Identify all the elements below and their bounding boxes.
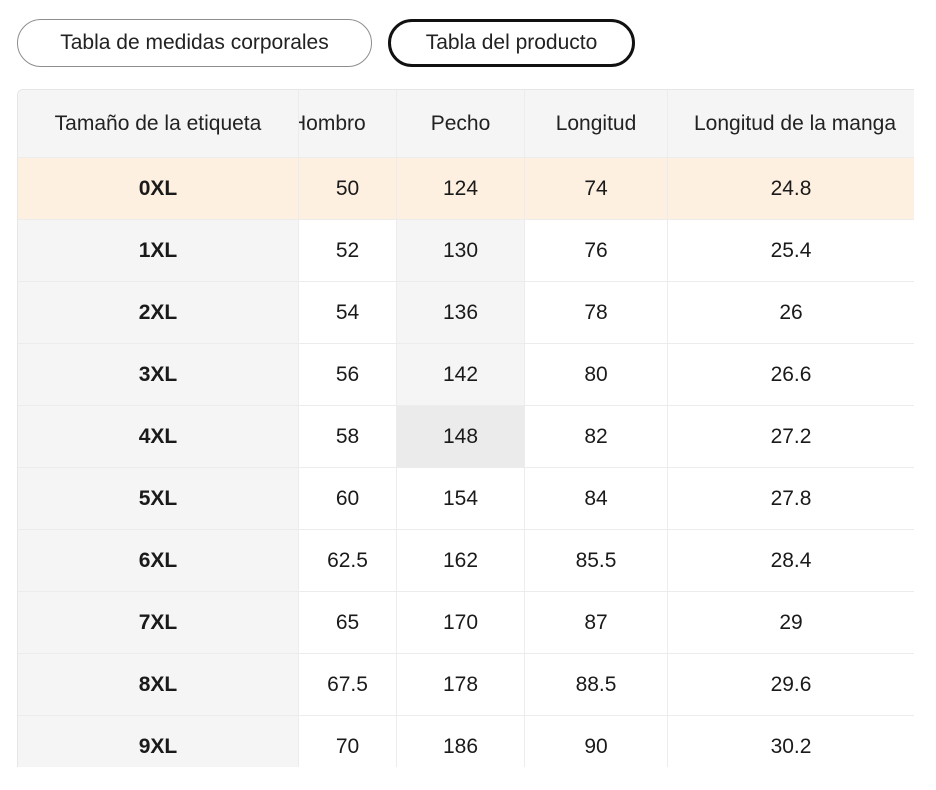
table-row: 0XL 50 124 74 24.8	[18, 158, 914, 220]
shoulder-cell: 58	[299, 406, 397, 467]
header-chest: Pecho	[397, 90, 525, 157]
tab-product-table[interactable]: Tabla del producto	[388, 19, 635, 67]
chest-cell: 148	[397, 406, 525, 467]
size-cell: 6XL	[18, 530, 299, 591]
shoulder-cell: 70	[299, 716, 397, 767]
table-row: 2XL 54 136 78 26	[18, 282, 914, 344]
shoulder-cell: 62.5	[299, 530, 397, 591]
sleeve-length-cell: 25.4	[770, 238, 812, 262]
table-row: 3XL 56 142 80 26.6	[18, 344, 914, 406]
shoulder-cell: 50	[299, 158, 397, 219]
table-row: 4XL 58 148 82 27.2	[18, 406, 914, 468]
sleeve-length-cell: 26.6	[770, 362, 812, 386]
sleeve-length-cell: 27.2	[770, 424, 812, 448]
chest-cell: 130	[397, 220, 525, 281]
chest-cell: 178	[397, 654, 525, 715]
size-cell: 0XL	[18, 158, 299, 219]
size-cell: 9XL	[18, 716, 299, 767]
shoulder-cell: 67.5	[299, 654, 397, 715]
table-header-row: Tamaño de la etiqueta Hombro Pecho Longi…	[18, 90, 914, 158]
chest-cell: 136	[397, 282, 525, 343]
sleeve-length-cell: 28.4	[770, 548, 812, 572]
size-cell: 2XL	[18, 282, 299, 343]
chest-cell: 170	[397, 592, 525, 653]
length-cell: 88.5	[525, 654, 668, 715]
table-row: 7XL 65 170 87 29	[18, 592, 914, 654]
sleeve-length-cell: 29	[779, 610, 803, 634]
chest-cell: 142	[397, 344, 525, 405]
chest-cell: 124	[397, 158, 525, 219]
table-row: 1XL 52 130 76 25.4	[18, 220, 914, 282]
shoulder-cell: 60	[299, 468, 397, 529]
length-cell: 76	[525, 220, 668, 281]
size-table[interactable]: Tamaño de la etiqueta Hombro Pecho Longi…	[17, 89, 914, 767]
shoulder-cell: 54	[299, 282, 397, 343]
length-cell: 84	[525, 468, 668, 529]
header-length: Longitud	[525, 90, 668, 157]
size-cell: 8XL	[18, 654, 299, 715]
chest-cell: 186	[397, 716, 525, 767]
length-cell: 80	[525, 344, 668, 405]
chest-cell: 154	[397, 468, 525, 529]
sleeve-length-cell: 26	[779, 300, 803, 324]
shoulder-cell: 52	[299, 220, 397, 281]
chest-cell: 162	[397, 530, 525, 591]
size-cell: 7XL	[18, 592, 299, 653]
length-cell: 82	[525, 406, 668, 467]
sleeve-length-cell: 27.8	[770, 486, 812, 510]
size-cell: 3XL	[18, 344, 299, 405]
size-cell: 5XL	[18, 468, 299, 529]
table-row: 5XL 60 154 84 27.8	[18, 468, 914, 530]
shoulder-cell: 56	[299, 344, 397, 405]
length-cell: 87	[525, 592, 668, 653]
size-cell: 1XL	[18, 220, 299, 281]
table-row: 6XL 62.5 162 85.5 28.4	[18, 530, 914, 592]
table-row: 8XL 67.5 178 88.5 29.6	[18, 654, 914, 716]
sleeve-length-cell: 30.2	[770, 734, 812, 758]
sleeve-length-cell: 24.8	[770, 176, 812, 200]
length-cell: 74	[525, 158, 668, 219]
tab-body-measurements[interactable]: Tabla de medidas corporales	[17, 19, 372, 67]
length-cell: 78	[525, 282, 668, 343]
shoulder-cell: 65	[299, 592, 397, 653]
size-chart-tabs: Tabla de medidas corporales Tabla del pr…	[17, 19, 635, 67]
header-shoulder: Hombro	[299, 90, 397, 157]
sleeve-length-cell: 29.6	[770, 672, 812, 696]
header-sleeve-length: Longitud de la manga	[694, 111, 896, 135]
length-cell: 85.5	[525, 530, 668, 591]
header-size-label: Tamaño de la etiqueta	[18, 90, 299, 157]
table-row: 9XL 70 186 90 30.2	[18, 716, 914, 767]
length-cell: 90	[525, 716, 668, 767]
size-cell: 4XL	[18, 406, 299, 467]
